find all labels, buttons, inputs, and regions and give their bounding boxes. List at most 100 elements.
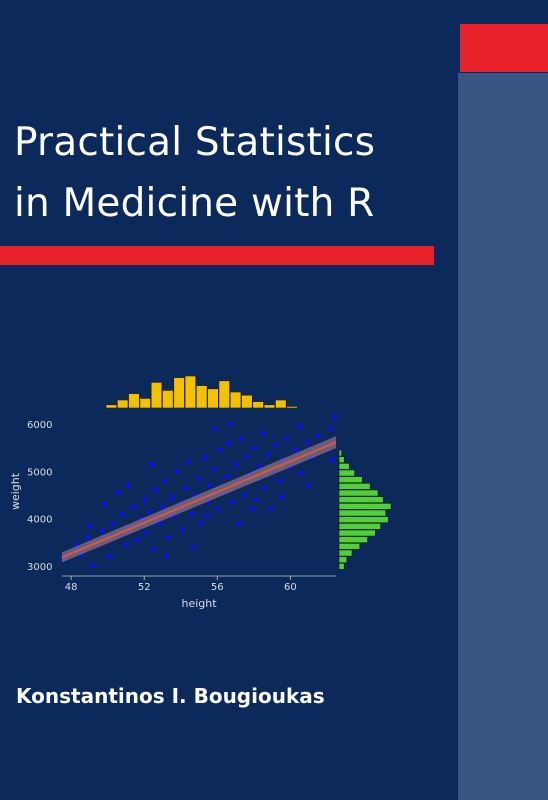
title-line-1: Practical Statistics — [14, 120, 376, 165]
data-point — [107, 554, 112, 559]
side-histogram-bar — [338, 563, 345, 570]
side-histogram — [338, 449, 392, 570]
y-tick-label: 6000 — [27, 420, 52, 431]
data-point — [134, 537, 140, 543]
data-point — [142, 497, 147, 502]
data-point — [224, 473, 229, 479]
data-point — [242, 492, 247, 498]
data-point — [165, 535, 171, 540]
data-point — [156, 521, 162, 526]
x-tick-label: 60 — [284, 582, 297, 593]
data-point — [268, 507, 273, 512]
data-point — [260, 431, 266, 436]
top-histogram-bar — [275, 399, 287, 409]
x-tick-label: 52 — [138, 582, 151, 593]
data-point — [171, 514, 176, 519]
red-title-rule — [0, 246, 434, 265]
side-histogram-bar — [338, 536, 368, 544]
top-histogram-bar — [252, 401, 264, 409]
side-histogram-bar — [338, 489, 379, 497]
side-histogram-bar — [338, 543, 361, 550]
data-point — [169, 495, 174, 500]
points-layer — [61, 414, 337, 569]
data-point — [277, 478, 282, 484]
data-point — [262, 485, 267, 491]
data-point — [163, 554, 169, 559]
side-histogram-bar — [338, 503, 392, 510]
data-point — [215, 507, 220, 512]
x-axis-label: height — [181, 597, 217, 610]
data-point — [216, 447, 222, 453]
data-point — [85, 535, 90, 540]
data-point — [198, 521, 204, 526]
x-ticks: 48 52 56 60 — [65, 576, 297, 593]
side-histogram-bar — [338, 516, 389, 524]
cover-figure: 48 52 56 60 3000 4000 5000 6000 height weight — [0, 370, 420, 620]
data-point — [151, 547, 156, 552]
data-point — [211, 466, 216, 472]
data-point — [315, 433, 320, 439]
data-point — [79, 551, 85, 557]
data-point — [328, 426, 333, 432]
side-histogram-bar — [338, 523, 381, 530]
data-point — [143, 530, 149, 536]
top-histogram-bar — [150, 382, 163, 409]
data-point — [229, 499, 235, 505]
y-axis-label: weight — [9, 472, 22, 510]
y-tick-label: 5000 — [27, 467, 52, 478]
top-histogram-bar — [128, 393, 140, 409]
data-point — [306, 483, 311, 488]
data-point — [152, 488, 158, 493]
data-point — [193, 492, 198, 498]
x-tick-label: 56 — [211, 582, 224, 593]
side-histogram-bar — [338, 463, 350, 470]
top-histogram — [105, 375, 298, 409]
side-histogram-bar — [338, 456, 345, 464]
data-point — [213, 426, 218, 432]
data-point — [149, 462, 154, 467]
data-point — [174, 469, 180, 474]
data-point — [236, 521, 242, 526]
data-point — [299, 471, 304, 476]
side-histogram-bar — [338, 449, 342, 457]
data-point — [74, 542, 79, 547]
top-histogram-bar — [105, 404, 117, 409]
data-point — [185, 459, 191, 465]
fit-line — [61, 441, 337, 559]
data-point — [99, 528, 105, 533]
data-point — [251, 445, 256, 450]
data-point — [244, 455, 249, 460]
data-point — [87, 523, 92, 528]
data-point — [273, 443, 278, 448]
top-histogram-bar — [263, 404, 276, 409]
data-point — [110, 521, 116, 526]
author-name: Konstantinos I. Bougioukas — [16, 684, 325, 708]
red-corner-tab — [460, 24, 548, 72]
top-histogram-bar — [241, 394, 253, 409]
data-point — [138, 516, 143, 521]
data-point — [120, 511, 125, 517]
top-histogram-bar — [229, 391, 242, 409]
spine-band — [458, 73, 548, 800]
data-point — [160, 504, 165, 510]
side-histogram-bar — [338, 529, 376, 537]
data-point — [293, 447, 299, 453]
top-histogram-bar — [218, 380, 230, 409]
data-point — [189, 511, 194, 517]
side-histogram-bar — [338, 556, 348, 564]
data-point — [227, 421, 233, 427]
y-tick-label: 3000 — [27, 562, 52, 573]
data-point — [204, 514, 209, 519]
data-point — [205, 499, 211, 505]
side-histogram-bar — [338, 496, 384, 504]
top-histogram-bar — [173, 377, 185, 409]
scatter-histogram-chart: 48 52 56 60 3000 4000 5000 6000 height weight — [9, 375, 392, 610]
plot-area — [62, 410, 336, 573]
data-point — [125, 483, 130, 488]
side-histogram-bar — [338, 509, 387, 517]
data-point — [257, 464, 262, 469]
data-point — [253, 497, 258, 502]
top-histogram-bar — [162, 390, 174, 409]
data-point — [207, 483, 213, 488]
